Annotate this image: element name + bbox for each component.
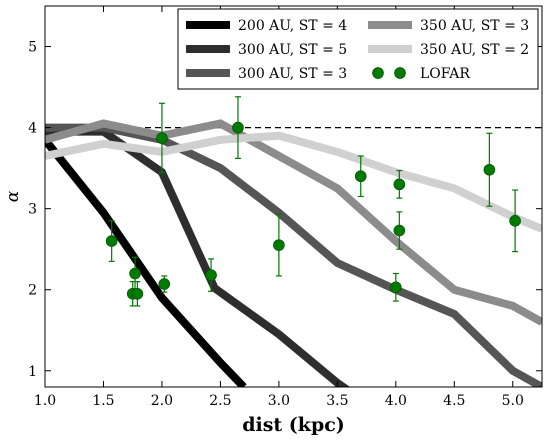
legend-label: 350 AU, ST = 2 xyxy=(420,42,529,58)
x-tick-label: 1.5 xyxy=(92,393,114,409)
data-point xyxy=(205,269,217,281)
lofar-point-8 xyxy=(232,96,244,159)
y-axis-label: α xyxy=(3,190,23,202)
legend-entry-2: 300 AU, ST = 5 xyxy=(186,42,347,58)
y-tick-label: 2 xyxy=(28,283,37,299)
data-point xyxy=(158,278,171,290)
plot-frame xyxy=(44,5,543,388)
data-point xyxy=(509,215,521,227)
data-point xyxy=(390,281,402,294)
legend-entry-5: 350 AU, ST = 2 xyxy=(368,42,529,58)
y-tick-label: 1 xyxy=(28,364,37,380)
legend-label: 350 AU, ST = 3 xyxy=(420,18,529,34)
legend-label: LOFAR xyxy=(420,66,470,82)
lofar-point-13 xyxy=(393,211,406,250)
legend-entry-6: LOFAR xyxy=(372,66,470,82)
data-points-layer xyxy=(105,96,521,307)
legend-box xyxy=(177,8,539,90)
lofar-point-11 xyxy=(390,272,402,302)
series-line-5 xyxy=(45,131,542,233)
legend-label: 300 AU, ST = 5 xyxy=(238,42,347,58)
lofar-point-9 xyxy=(273,213,285,277)
y-tick-label: 5 xyxy=(28,40,37,56)
data-point xyxy=(131,287,144,300)
y-tick-label: 3 xyxy=(28,202,37,218)
data-point xyxy=(273,239,285,251)
legend-label: 200 AU, ST = 4 xyxy=(238,18,347,34)
x-tick-label: 3.0 xyxy=(268,393,290,409)
x-tick-label: 2.5 xyxy=(209,393,231,409)
data-point xyxy=(393,178,406,191)
legend-entry-4: 350 AU, ST = 3 xyxy=(368,18,529,34)
legend-entry-1: 200 AU, ST = 4 xyxy=(186,18,347,34)
series-line-1 xyxy=(45,137,247,387)
lofar-point-7 xyxy=(205,258,217,292)
x-tick-label: 4.0 xyxy=(385,393,407,409)
lofar-point-12 xyxy=(393,169,406,199)
x-tick-label: 2.0 xyxy=(151,393,173,409)
lofar-point-1 xyxy=(105,220,118,262)
legend-label: 300 AU, ST = 3 xyxy=(238,66,347,82)
series-lines-layer xyxy=(45,119,542,387)
series-line-3 xyxy=(45,123,542,387)
ticks-layer: 1.0 1.5 2.0 2.5 3.0 3.5 4.0 4.5 5.0 1 2 3 4 5 xyxy=(28,6,542,409)
data-point xyxy=(483,163,496,176)
x-tick-label: 4.5 xyxy=(443,393,465,409)
x-axis-label: dist (kpc) xyxy=(242,414,345,436)
data-point xyxy=(105,235,118,247)
data-point xyxy=(354,170,367,183)
legend: 200 AU, ST = 4 300 AU, ST = 5 300 AU, ST =… xyxy=(177,8,539,90)
lofar-point-15 xyxy=(509,189,521,253)
x-tick-label: 3.5 xyxy=(326,393,348,409)
legend-marker xyxy=(372,67,384,79)
data-point xyxy=(393,224,406,237)
lofar-point-10 xyxy=(354,155,367,198)
lofar-point-5 xyxy=(158,275,171,293)
data-point xyxy=(156,132,168,144)
x-tick-label: 1.0 xyxy=(34,393,56,409)
lofar-point-14 xyxy=(483,132,496,207)
lofar-point-4 xyxy=(131,281,144,307)
legend-entry-3: 300 AU, ST = 3 xyxy=(186,66,347,82)
series-line-4 xyxy=(45,119,542,326)
y-tick-label: 4 xyxy=(28,121,37,137)
legend-marker xyxy=(394,67,406,79)
data-point xyxy=(232,121,244,134)
lofar-point-6 xyxy=(156,102,168,174)
x-tick-label: 5.0 xyxy=(502,393,524,409)
data-point xyxy=(129,267,141,280)
